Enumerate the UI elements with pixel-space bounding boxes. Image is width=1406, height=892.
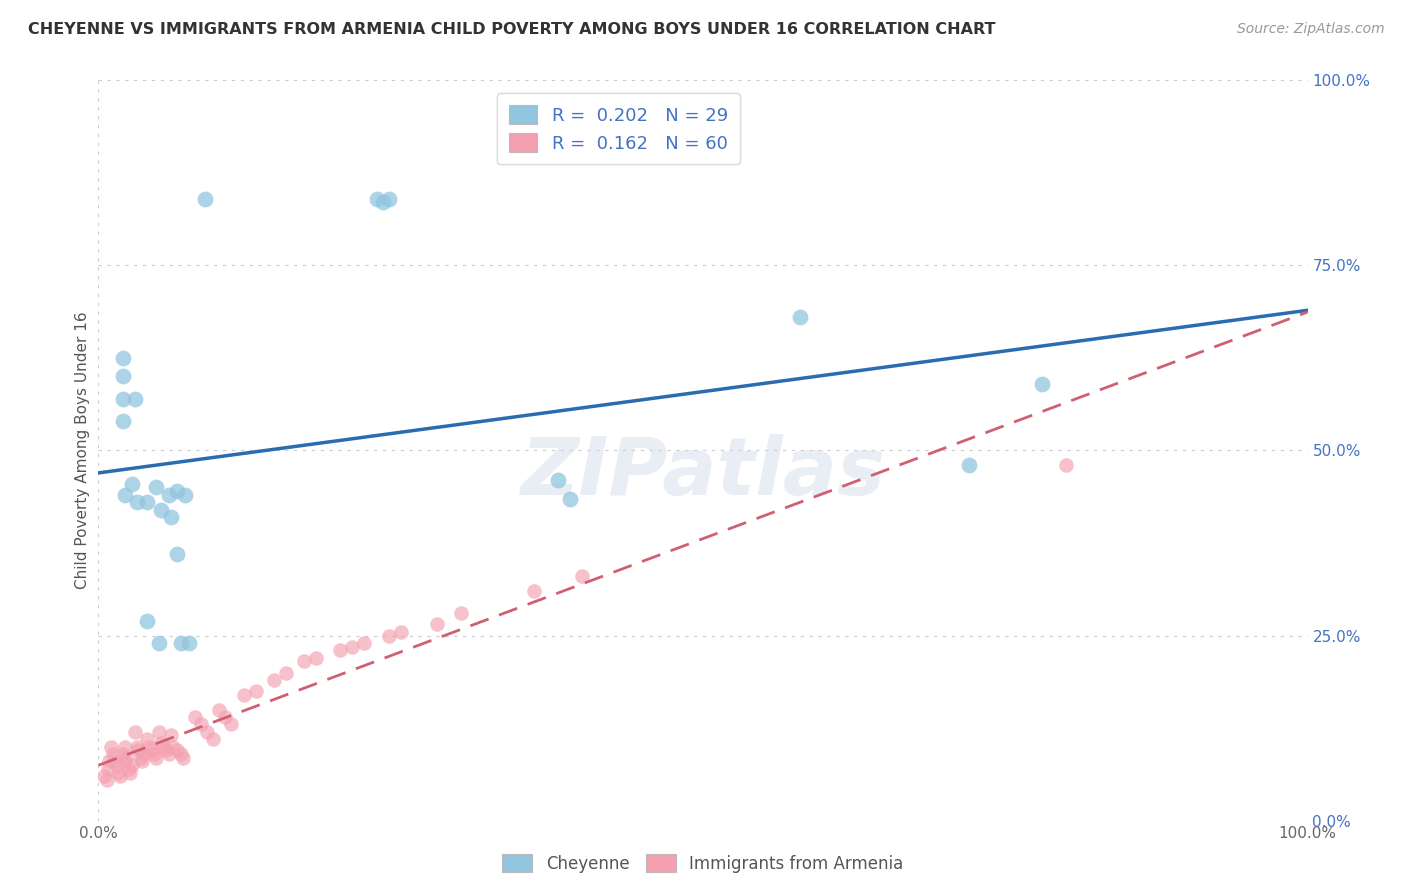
Point: [389, 624, 412, 639]
Point: [148, 724, 170, 739]
Point: [141, 743, 163, 757]
Point: [129, 750, 152, 764]
Point: [114, 488, 136, 502]
Point: [172, 750, 194, 764]
Point: [118, 765, 141, 780]
Point: [155, 743, 177, 757]
Point: [1031, 376, 1053, 391]
Point: [115, 750, 138, 764]
Legend: Cheyenne, Immigrants from Armenia: Cheyenne, Immigrants from Armenia: [496, 847, 910, 880]
Point: [184, 710, 207, 724]
Point: [377, 192, 399, 206]
Point: [232, 688, 254, 702]
Point: [101, 747, 124, 761]
Point: [127, 495, 149, 509]
Point: [93, 769, 115, 783]
Point: [98, 755, 121, 769]
Point: [143, 747, 166, 761]
Point: [103, 755, 125, 769]
Point: [426, 617, 449, 632]
Text: ZIPatlas: ZIPatlas: [520, 434, 886, 512]
Point: [121, 476, 143, 491]
Point: [145, 750, 167, 764]
Point: [162, 739, 184, 754]
Point: [157, 488, 180, 502]
Point: [127, 743, 149, 757]
Point: [263, 673, 285, 687]
Legend: R =  0.202   N = 29, R =  0.162   N = 60: R = 0.202 N = 29, R = 0.162 N = 60: [496, 93, 740, 164]
Point: [111, 351, 134, 365]
Point: [135, 614, 157, 628]
Point: [202, 732, 225, 747]
Y-axis label: Child Poverty Among Boys Under 16: Child Poverty Among Boys Under 16: [75, 311, 90, 590]
Point: [100, 739, 122, 754]
Point: [152, 739, 174, 754]
Point: [157, 747, 180, 761]
Point: [124, 392, 146, 406]
Point: [96, 772, 118, 787]
Point: [131, 755, 153, 769]
Point: [135, 732, 157, 747]
Point: [108, 769, 131, 783]
Point: [179, 636, 201, 650]
Point: [523, 584, 546, 599]
Point: [274, 665, 297, 680]
Point: [134, 747, 156, 761]
Point: [150, 502, 173, 516]
Point: [329, 643, 352, 657]
Point: [371, 195, 394, 210]
Point: [195, 724, 218, 739]
Point: [112, 755, 135, 769]
Text: Source: ZipAtlas.com: Source: ZipAtlas.com: [1237, 22, 1385, 37]
Point: [342, 640, 364, 654]
Point: [114, 739, 136, 754]
Point: [169, 747, 191, 761]
Point: [571, 569, 593, 583]
Point: [124, 724, 146, 739]
Point: [111, 369, 134, 384]
Point: [97, 762, 120, 776]
Point: [450, 607, 472, 621]
Point: [148, 636, 170, 650]
Point: [105, 758, 128, 772]
Point: [305, 650, 328, 665]
Point: [166, 547, 188, 561]
Point: [111, 414, 134, 428]
Point: [377, 628, 399, 642]
Point: [245, 684, 267, 698]
Point: [353, 636, 375, 650]
Point: [547, 473, 569, 487]
Point: [111, 392, 134, 406]
Point: [292, 655, 315, 669]
Point: [957, 458, 980, 473]
Point: [789, 310, 811, 325]
Point: [111, 747, 134, 761]
Point: [194, 192, 217, 206]
Point: [145, 480, 167, 494]
Point: [558, 491, 581, 506]
Point: [174, 488, 197, 502]
Point: [135, 495, 157, 509]
Point: [107, 765, 129, 780]
Point: [208, 703, 231, 717]
Point: [127, 739, 149, 754]
Point: [190, 717, 212, 731]
Point: [166, 484, 188, 499]
Point: [121, 758, 143, 772]
Point: [150, 736, 173, 750]
Point: [138, 739, 160, 754]
Point: [221, 717, 243, 731]
Point: [366, 192, 388, 206]
Point: [166, 743, 188, 757]
Text: CHEYENNE VS IMMIGRANTS FROM ARMENIA CHILD POVERTY AMONG BOYS UNDER 16 CORRELATIO: CHEYENNE VS IMMIGRANTS FROM ARMENIA CHIL…: [28, 22, 995, 37]
Point: [160, 729, 183, 743]
Point: [1054, 458, 1077, 473]
Point: [118, 762, 141, 776]
Point: [214, 710, 236, 724]
Point: [160, 510, 183, 524]
Point: [169, 636, 191, 650]
